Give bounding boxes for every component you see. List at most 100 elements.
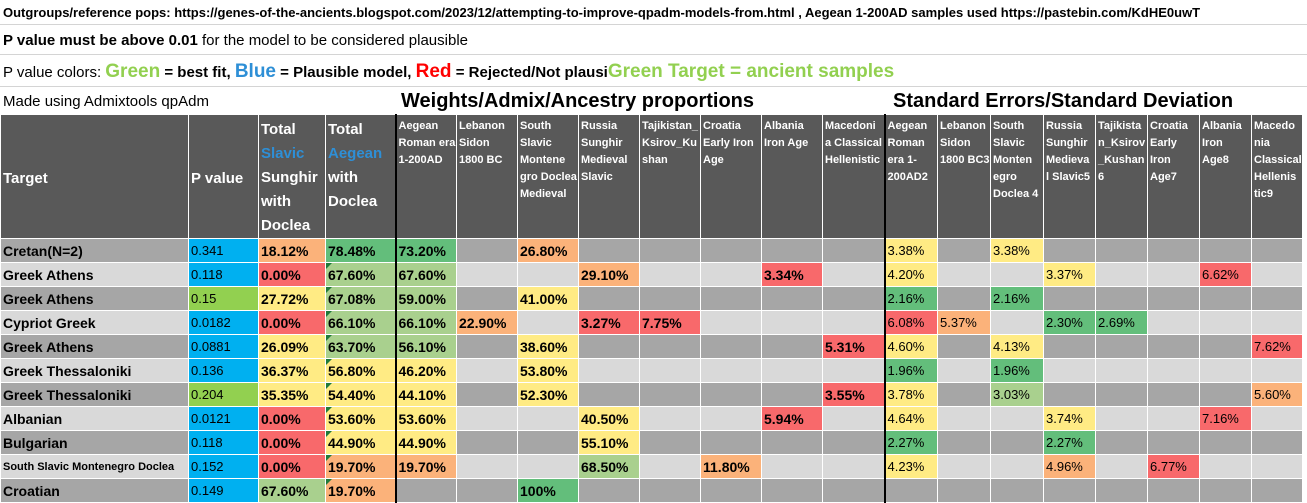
error-cell xyxy=(990,262,1044,287)
weight-cell: 3.55% xyxy=(822,382,886,407)
col-total-slavic: Total Slavic Sunghir with Doclea xyxy=(258,114,326,239)
target-cell: Greek Thessaloniki xyxy=(0,382,189,407)
error-cell: 2.69% xyxy=(1095,310,1148,335)
table-row: Cypriot Greek 0.0182 0.00% 66.10% 66.10%… xyxy=(0,310,1303,335)
target-cell: Greek Athens xyxy=(0,286,189,311)
weight-cell xyxy=(639,454,701,479)
error-cell xyxy=(1147,286,1200,311)
target-cell: South Slavic Montenegro Doclea xyxy=(0,454,189,479)
total-aegean-cell: 78.48% xyxy=(325,238,397,263)
weight-cell xyxy=(761,358,823,383)
weight-cell: 40.50% xyxy=(578,406,640,431)
error-cell: 5.60% xyxy=(1251,382,1303,407)
errors-title: Standard Errors/Standard Deviation xyxy=(893,90,1234,112)
error-cell: 3.78% xyxy=(884,382,938,407)
col-w-macedonia: Macedoni a Classical Hellenistic xyxy=(822,114,886,239)
table-row: Greek Athens 0.118 0.00% 67.60% 67.60% 2… xyxy=(0,262,1303,287)
table-row: Greek Athens 0.0881 26.09% 63.70% 56.10%… xyxy=(0,334,1303,359)
total-aegean-cell: 67.60% xyxy=(325,262,397,287)
error-cell xyxy=(1199,286,1252,311)
weight-cell: 52.30% xyxy=(517,382,579,407)
error-cell: 1.96% xyxy=(884,358,938,383)
total-aegean-cell: 67.08% xyxy=(325,286,397,311)
weight-cell xyxy=(700,358,762,383)
col-total-slavic-2: Slavic xyxy=(261,145,305,162)
col-total-slavic-3: Sunghir with Doclea xyxy=(261,169,318,234)
weight-cell xyxy=(761,310,823,335)
error-cell xyxy=(937,262,991,287)
weight-cell xyxy=(578,286,640,311)
weight-cell xyxy=(822,358,886,383)
weight-cell xyxy=(456,406,518,431)
weight-cell: 22.90% xyxy=(456,310,518,335)
error-cell: 3.37% xyxy=(1043,262,1096,287)
weight-cell: 19.70% xyxy=(395,454,457,479)
weight-cell xyxy=(578,334,640,359)
error-cell xyxy=(1251,262,1303,287)
error-cell: 2.27% xyxy=(1043,430,1096,455)
total-aegean-cell: 56.80% xyxy=(325,358,397,383)
error-cell xyxy=(1147,238,1200,263)
weight-cell: 3.34% xyxy=(761,262,823,287)
pvalue-cell: 0.136 xyxy=(188,358,259,383)
error-cell: 3.74% xyxy=(1043,406,1096,431)
weight-cell xyxy=(822,286,886,311)
weight-cell xyxy=(639,358,701,383)
error-cell xyxy=(1043,238,1096,263)
col-w-lebanon: Lebanon Sidon 1800 BC xyxy=(456,114,518,239)
col-e-southslavic: South Slavic Monten egro Doclea 4 xyxy=(990,114,1044,239)
error-cell xyxy=(937,382,991,407)
col-target: Target xyxy=(0,114,189,239)
total-aegean-cell: 66.10% xyxy=(325,310,397,335)
weight-cell: 53.80% xyxy=(517,358,579,383)
error-cell xyxy=(1043,286,1096,311)
error-cell xyxy=(990,454,1044,479)
legend-green: Green xyxy=(105,61,161,82)
weight-cell xyxy=(700,286,762,311)
total-slavic-cell: 0.00% xyxy=(258,262,326,287)
error-cell: 6.08% xyxy=(884,310,938,335)
weight-cell xyxy=(822,430,886,455)
pvalue-cell: 0.341 xyxy=(188,238,259,263)
table-row: Cretan(N=2) 0.341 18.12% 78.48% 73.20% 2… xyxy=(0,238,1303,263)
weight-cell: 67.60% xyxy=(395,262,457,287)
error-cell xyxy=(1251,406,1303,431)
error-cell xyxy=(937,454,991,479)
error-cell xyxy=(990,310,1044,335)
weight-cell xyxy=(700,310,762,335)
error-cell: 4.60% xyxy=(884,334,938,359)
col-w-southslavic: South Slavic Montene gro Doclea Medieval xyxy=(517,114,579,239)
table-row: Albanian 0.0121 0.00% 53.60% 53.60% 40.5… xyxy=(0,406,1303,431)
error-cell xyxy=(937,430,991,455)
total-slavic-cell: 35.35% xyxy=(258,382,326,407)
error-cell: 3.38% xyxy=(990,238,1044,263)
total-slavic-cell: 0.00% xyxy=(258,454,326,479)
weight-cell xyxy=(517,406,579,431)
weight-cell xyxy=(639,430,701,455)
error-cell xyxy=(937,286,991,311)
col-w-russia: Russia Sunghir Medieval Slavic xyxy=(578,114,640,239)
total-slavic-cell: 0.00% xyxy=(258,430,326,455)
weight-cell: 55.10% xyxy=(578,430,640,455)
weight-cell xyxy=(822,262,886,287)
col-e-lebanon: Lebanon Sidon 1800 BC3 xyxy=(937,114,991,239)
weight-cell: 5.31% xyxy=(822,334,886,359)
error-cell xyxy=(1147,334,1200,359)
total-slavic-cell: 26.09% xyxy=(258,334,326,359)
error-cell: 6.77% xyxy=(1147,454,1200,479)
table-row: Greek Thessaloniki 0.204 35.35% 54.40% 4… xyxy=(0,382,1303,407)
error-cell xyxy=(1251,286,1303,311)
weight-cell xyxy=(456,358,518,383)
qpadm-results-table: Target P value Total Slavic Sunghir with D… xyxy=(0,114,1303,503)
legend-green-text: = best fit, xyxy=(160,64,235,81)
error-cell: 5.37% xyxy=(937,310,991,335)
weight-cell: 53.60% xyxy=(395,406,457,431)
error-cell xyxy=(1043,334,1096,359)
weight-cell xyxy=(517,430,579,455)
col-e-macedonia: Macedo nia Classical Hellenis tic9 xyxy=(1251,114,1303,239)
error-cell: 4.20% xyxy=(884,262,938,287)
error-cell xyxy=(1251,430,1303,455)
weight-cell xyxy=(700,238,762,263)
weight-cell xyxy=(517,310,579,335)
weight-cell xyxy=(456,430,518,455)
